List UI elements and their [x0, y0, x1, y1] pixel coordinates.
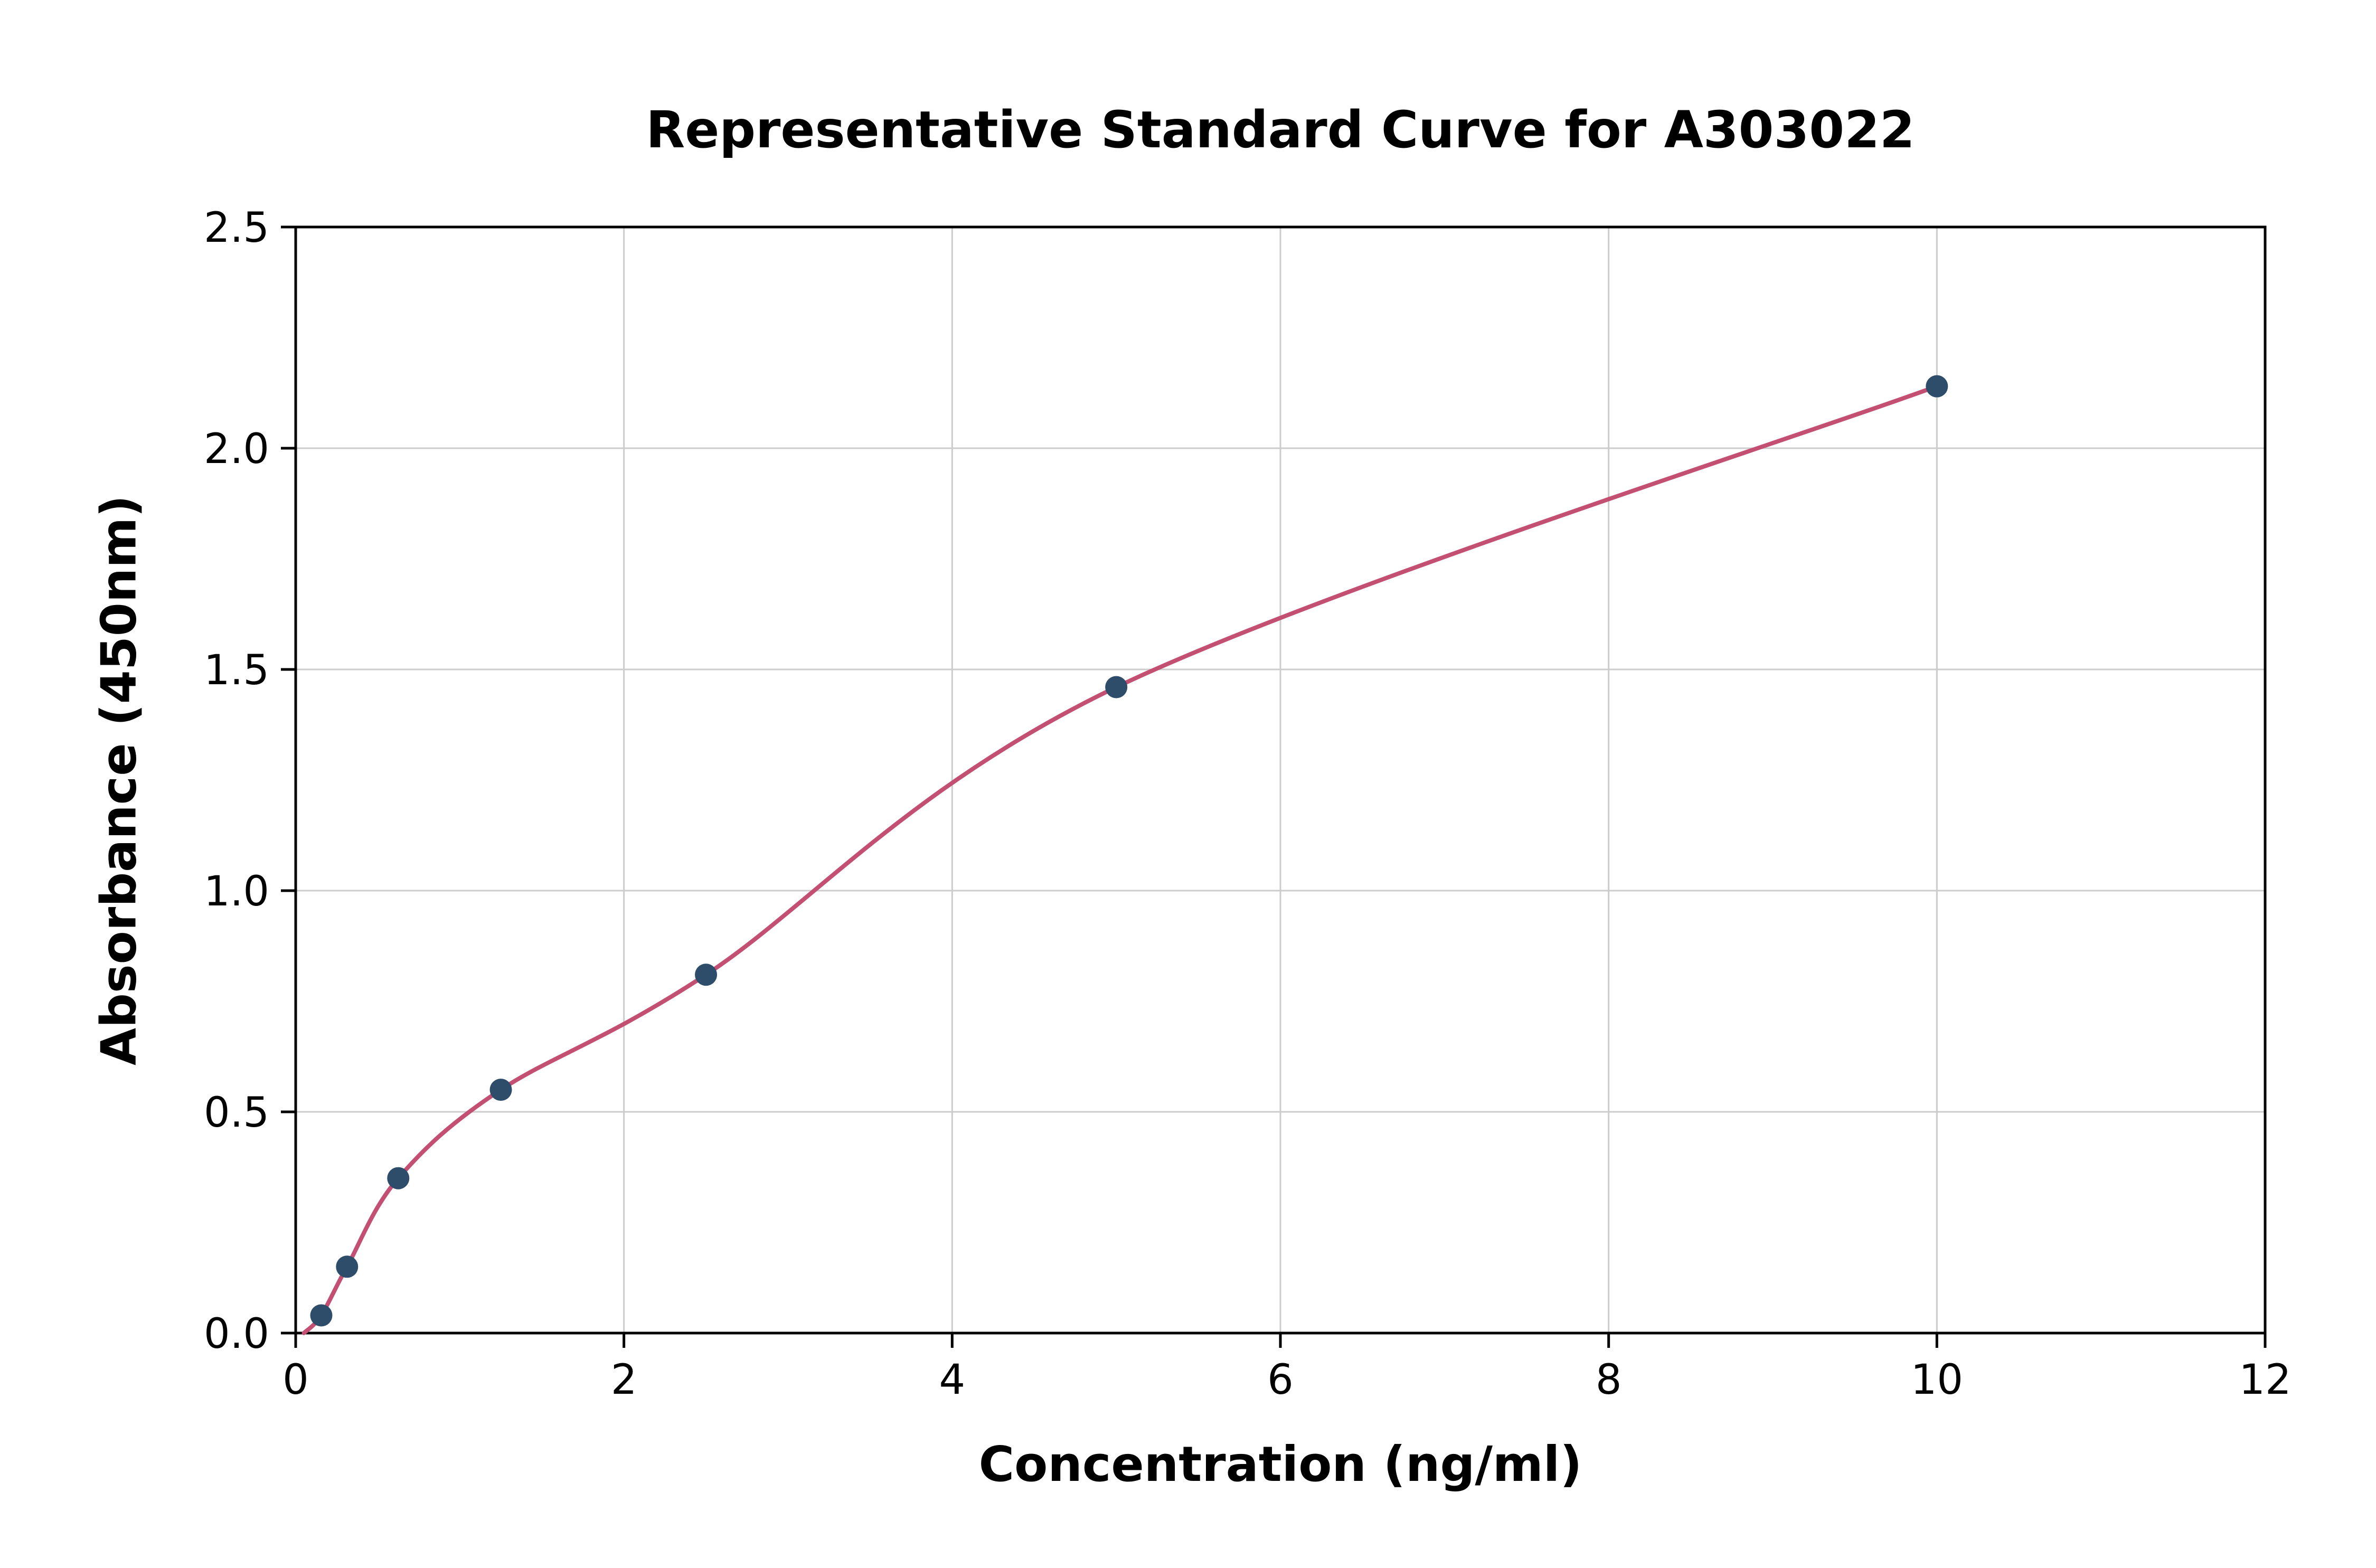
- data-point: [336, 1255, 359, 1278]
- x-tick-label: 4: [939, 1356, 966, 1404]
- chart-title: Representative Standard Curve for A30302…: [646, 100, 1915, 159]
- y-tick-label: 1.0: [204, 868, 269, 915]
- y-tick-label: 1.5: [204, 647, 269, 694]
- data-point: [1926, 375, 1948, 398]
- data-point: [1105, 676, 1128, 698]
- x-tick-label: 12: [2239, 1356, 2291, 1404]
- data-point: [387, 1167, 410, 1189]
- x-tick-label: 2: [611, 1356, 637, 1404]
- y-tick-label: 2.5: [204, 204, 269, 252]
- x-axis-label: Concentration (ng/ml): [978, 1436, 1582, 1493]
- y-axis-label: Absorbance (450nm): [90, 495, 147, 1066]
- x-tick-label: 8: [1596, 1356, 1622, 1404]
- x-tick-label: 0: [282, 1356, 309, 1404]
- x-tick-label: 10: [1911, 1356, 1963, 1404]
- fit-curve: [301, 384, 1939, 1335]
- x-tick-label: 6: [1267, 1356, 1294, 1404]
- y-tick-label: 2.0: [204, 426, 269, 473]
- data-point: [310, 1304, 333, 1327]
- y-tick-label: 0.0: [204, 1310, 269, 1358]
- data-point: [489, 1079, 512, 1101]
- y-tick-label: 0.5: [204, 1089, 269, 1137]
- data-point: [695, 964, 718, 986]
